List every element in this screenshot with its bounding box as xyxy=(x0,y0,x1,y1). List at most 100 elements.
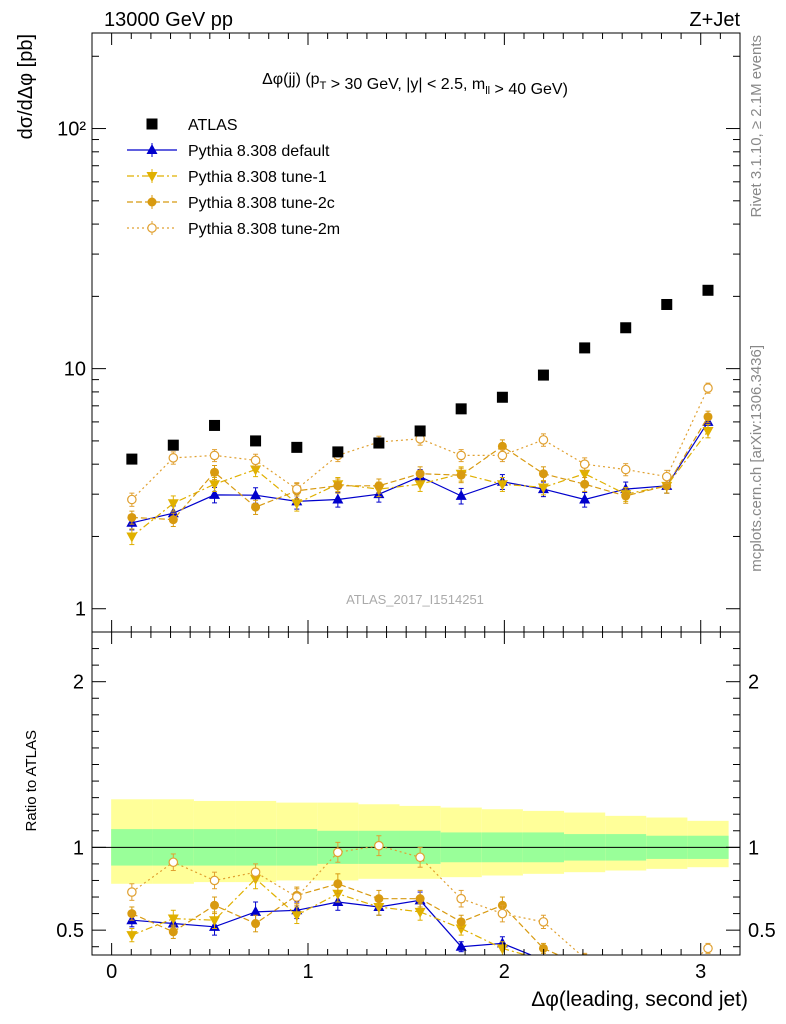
main-point-pythia-8-308-tune-2m xyxy=(292,484,302,494)
ratio-point-pythia-8-308-default xyxy=(620,974,631,984)
main-point-pythia-8-308-default xyxy=(332,493,344,504)
ratio-point-pythia-8-308-tune-2m xyxy=(663,977,671,985)
main-title: Δφ(jj) (pT > 30 GeV, |y| < 2.5, mll > 40… xyxy=(262,71,568,98)
x-tick-label: 1 xyxy=(302,961,313,983)
x-axis-label: Δφ(leading, second jet) xyxy=(531,988,748,1011)
ratio-point-pythia-8-308-tune-2c xyxy=(374,894,384,904)
ratio-point-pythia-8-308-tune-2m xyxy=(127,887,137,897)
ratio-point-pythia-8-308-tune-1 xyxy=(373,902,385,913)
main-title-part: ll xyxy=(485,85,490,97)
mcplots-label: mcplots.cern.ch [arXiv:1306.3436] xyxy=(748,345,765,572)
legend-marker-pythia-8-308-default xyxy=(146,144,158,154)
ratio-point-pythia-8-308-tune-2c xyxy=(538,943,548,953)
main-point-pythia-8-308-tune-2m xyxy=(168,453,179,463)
ratio-frame xyxy=(91,631,741,956)
ratio-point-pythia-8-308-tune-2m xyxy=(374,840,384,851)
legend-marker-pythia-8-308-tune-2m xyxy=(147,223,157,233)
main-point-atlas xyxy=(209,419,221,431)
ratio-point-pythia-8-308-tune-2m xyxy=(497,908,508,919)
main-point-pythia-8-308-tune-2m xyxy=(497,450,508,461)
ratio-point-pythia-8-308-tune-1 xyxy=(496,944,508,955)
main-point-pythia-8-308-tune-2m xyxy=(250,455,261,466)
main-point-pythia-8-308-tune-2m xyxy=(620,464,631,475)
rivet-label: Rivet 3.1.10, ≥ 2.1M events xyxy=(748,35,765,218)
main-point-pythia-8-308-default xyxy=(250,489,262,500)
main-point-pythia-8-308-tune-2c xyxy=(580,479,590,489)
ratio-point-pythia-8-308-tune-1 xyxy=(579,963,590,973)
ratio-point-pythia-8-308-tune-2c xyxy=(127,909,137,919)
ratio-point-pythia-8-308-tune-1 xyxy=(291,911,303,922)
main-point-pythia-8-308-tune-2m xyxy=(703,383,713,393)
main-point-pythia-8-308-tune-2c xyxy=(456,470,466,480)
ratio-point-pythia-8-308-tune-1 xyxy=(167,914,179,925)
legend-label-pythia-8-308-tune-2m: Pythia 8.308 tune-2m xyxy=(188,221,340,238)
legend-label-pythia-8-308-default: Pythia 8.308 default xyxy=(188,143,330,160)
ratio-y-tick-label-right: 1 xyxy=(748,837,759,859)
ratio-y-tick-label-right: 2 xyxy=(748,672,759,694)
main-point-pythia-8-308-tune-1 xyxy=(250,465,262,476)
ratio-point-pythia-8-308-tune-2c xyxy=(415,894,425,904)
main-point-pythia-8-308-tune-1 xyxy=(167,499,179,510)
ratio-point-pythia-8-308-tune-1 xyxy=(332,889,344,900)
legend: ATLAS Pythia 8.308 default Pythia 8.308 tu… xyxy=(127,117,340,238)
ratio-point-pythia-8-308-tune-2c xyxy=(168,927,178,937)
ratio-point-pythia-8-308-tune-1 xyxy=(620,976,631,986)
ratio-point-pythia-8-308-tune-2m xyxy=(622,966,630,974)
main-point-pythia-8-308-tune-2c xyxy=(415,469,425,479)
main-point-pythia-8-308-tune-1 xyxy=(579,469,591,480)
ratio-point-pythia-8-308-tune-2c xyxy=(580,962,589,971)
legend-label-atlas: ATLAS xyxy=(188,117,238,134)
main-point-atlas xyxy=(332,446,344,458)
legend-label-pythia-8-308-tune-1: Pythia 8.308 tune-1 xyxy=(188,169,327,186)
ratio-point-pythia-8-308-tune-2m xyxy=(333,847,343,858)
ratio-y-tick-label: 1 xyxy=(73,837,84,859)
ratio-point-pythia-8-308-tune-2m xyxy=(703,943,713,954)
header-right: Z+Jet xyxy=(689,9,740,31)
header-left: 13000 GeV pp xyxy=(104,9,233,31)
main-point-pythia-8-308-tune-2c xyxy=(251,502,261,512)
ratio-point-pythia-8-308-tune-2m xyxy=(292,892,302,902)
main-point-pythia-8-308-tune-2c xyxy=(497,441,507,451)
main-point-pythia-8-308-tune-1 xyxy=(537,483,549,494)
ratio-point-pythia-8-308-tune-2c xyxy=(251,919,261,929)
ratio-point-pythia-8-308-tune-2c xyxy=(210,900,220,910)
ratio-point-pythia-8-308-tune-2m xyxy=(456,893,466,904)
ratio-point-pythia-8-308-tune-1 xyxy=(414,907,426,918)
main-point-pythia-8-308-tune-1 xyxy=(291,499,303,510)
main-point-pythia-8-308-tune-1 xyxy=(414,480,426,491)
ratio-point-pythia-8-308-tune-2m xyxy=(538,917,549,927)
y-tick-label: 10² xyxy=(57,119,86,141)
main-title-part: > 30 GeV, |y| < 2.5, m xyxy=(326,76,485,93)
ratio-point-pythia-8-308-tune-1 xyxy=(455,924,467,935)
ratio-point-pythia-8-308-tune-2c xyxy=(333,879,343,889)
ratio-clipped xyxy=(92,799,740,986)
ratio-point-pythia-8-308-tune-2c xyxy=(621,975,630,984)
main-point-pythia-8-308-tune-2c xyxy=(703,412,713,422)
watermark: ATLAS_2017_I1514251 xyxy=(346,592,484,607)
ratio-point-pythia-8-308-tune-2c xyxy=(456,917,466,927)
main-point-pythia-8-308-default xyxy=(167,507,179,518)
main-point-atlas xyxy=(126,453,138,465)
legend-marker-atlas xyxy=(146,118,158,130)
ratio-point-pythia-8-308-tune-1 xyxy=(538,956,549,966)
main-point-pythia-8-308-tune-2m xyxy=(538,435,549,445)
ratio-y-tick-label: 0.5 xyxy=(56,920,84,942)
main-point-pythia-8-308-default xyxy=(209,488,221,499)
legend-marker-pythia-8-308-tune-2c xyxy=(147,197,157,207)
ratio-y-tick-label: 2 xyxy=(73,672,84,694)
main-point-pythia-8-308-tune-2m xyxy=(127,494,137,505)
main-point-pythia-8-308-tune-1 xyxy=(496,480,508,491)
main-point-atlas xyxy=(661,298,673,310)
ratio-point-pythia-8-308-default xyxy=(579,974,590,984)
ratio-point-pythia-8-308-default xyxy=(455,940,467,951)
main-point-pythia-8-308-tune-1 xyxy=(702,426,714,437)
y-tick-label: 1 xyxy=(75,599,86,621)
ratio-point-pythia-8-308-tune-1 xyxy=(209,916,221,927)
main-point-pythia-8-308-tune-2c xyxy=(333,481,343,491)
ratio-point-pythia-8-308-tune-2m xyxy=(415,852,425,863)
ratio-ylabel: Ratio to ATLAS xyxy=(23,730,40,831)
main-clipped xyxy=(126,284,714,546)
main-point-pythia-8-308-tune-2c xyxy=(168,515,178,525)
x-tick-label: 3 xyxy=(695,961,706,983)
